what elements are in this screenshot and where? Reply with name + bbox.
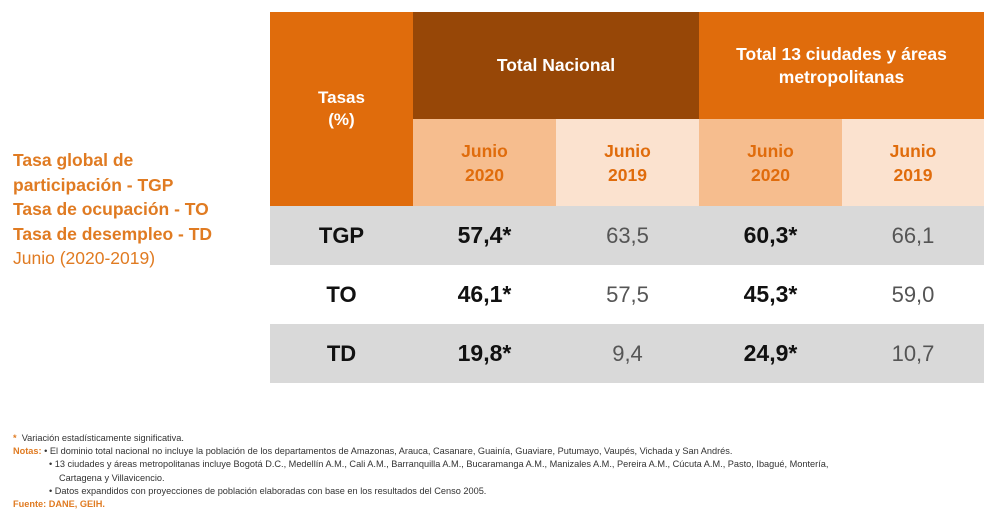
side-title: Tasa global de participación - TGP Tasa …: [13, 148, 263, 271]
subheader-month: Junio: [461, 140, 508, 161]
table-row: TGP 57,4* 63,5 60,3* 66,1: [270, 206, 984, 265]
side-title-line2: participación - TGP: [13, 174, 174, 195]
subheader-month: Junio: [747, 140, 794, 161]
value-13-2019: 66,1: [842, 206, 984, 265]
subheader-year: 2020: [751, 164, 790, 185]
notas-label: Notas:: [13, 446, 42, 457]
group-header-nacional: Total Nacional: [413, 12, 699, 119]
subheader-13-2019: Junio 2019: [842, 119, 984, 206]
value-nacional-2020: 57,4*: [413, 206, 556, 265]
side-title-line4: Tasa de desempleo - TD: [13, 223, 213, 244]
rates-table: Tasas (%) Total Nacional Total 13 ciudad…: [270, 12, 984, 383]
note-2-line-2: Cartagena y Villavicencio.: [59, 472, 165, 483]
subheader-month: Junio: [604, 140, 651, 161]
group-header-13-line2: metropolitanas: [778, 66, 905, 87]
footnote-notes: Notas: • El dominio total nacional no in…: [13, 445, 983, 458]
subheader-year: 2020: [465, 164, 504, 185]
note-2-line-1: • 13 ciudades y áreas metropolitanas inc…: [49, 459, 829, 470]
side-title-line1: Tasa global de: [13, 150, 134, 170]
note-3: • Datos expandidos con proyecciones de p…: [49, 485, 487, 496]
footnote-variation: * Variación estadísticamente significati…: [13, 432, 983, 445]
footnotes: * Variación estadísticamente significati…: [13, 432, 983, 511]
value-nacional-2020: 19,8*: [413, 324, 556, 383]
side-title-period: Junio (2020-2019): [13, 248, 156, 268]
value-nacional-2019: 57,5: [556, 265, 699, 324]
group-header-13-ciudades: Total 13 ciudades y áreas metropolitanas: [699, 12, 984, 119]
note-1: • El dominio total nacional no incluye l…: [44, 446, 733, 457]
tasas-header-unit: (%): [328, 110, 355, 129]
value-13-2019: 59,0: [842, 265, 984, 324]
subheader-nacional-2020: Junio 2020: [413, 119, 556, 206]
variation-text: Variación estadísticamente significativa…: [21, 433, 184, 443]
row-label: TO: [270, 265, 413, 324]
table-row: TO 46,1* 57,5 45,3* 59,0: [270, 265, 984, 324]
asterisk-mark: *: [13, 433, 17, 443]
value-13-2020: 45,3*: [699, 265, 842, 324]
value-nacional-2019: 9,4: [556, 324, 699, 383]
value-13-2020: 24,9*: [699, 324, 842, 383]
value-nacional-2019: 63,5: [556, 206, 699, 265]
group-header-13-line1: Total 13 ciudades y áreas: [736, 43, 947, 64]
row-label: TD: [270, 324, 413, 383]
value-nacional-2020: 46,1*: [413, 265, 556, 324]
row-label: TGP: [270, 206, 413, 265]
subheader-nacional-2019: Junio 2019: [556, 119, 699, 206]
subheader-13-2020: Junio 2020: [699, 119, 842, 206]
value-13-2019: 10,7: [842, 324, 984, 383]
table-row: TD 19,8* 9,4 24,9* 10,7: [270, 324, 984, 383]
value-13-2020: 60,3*: [699, 206, 842, 265]
side-title-line3: Tasa de ocupación - TO: [13, 199, 209, 219]
subheader-year: 2019: [608, 164, 647, 185]
subheader-month: Junio: [889, 140, 937, 161]
source-label: Fuente: DANE, GEIH.: [13, 499, 105, 510]
subheader-year: 2019: [893, 164, 933, 185]
tasas-header-label: Tasas: [318, 88, 365, 107]
tasas-header-cell: Tasas (%): [270, 12, 413, 206]
